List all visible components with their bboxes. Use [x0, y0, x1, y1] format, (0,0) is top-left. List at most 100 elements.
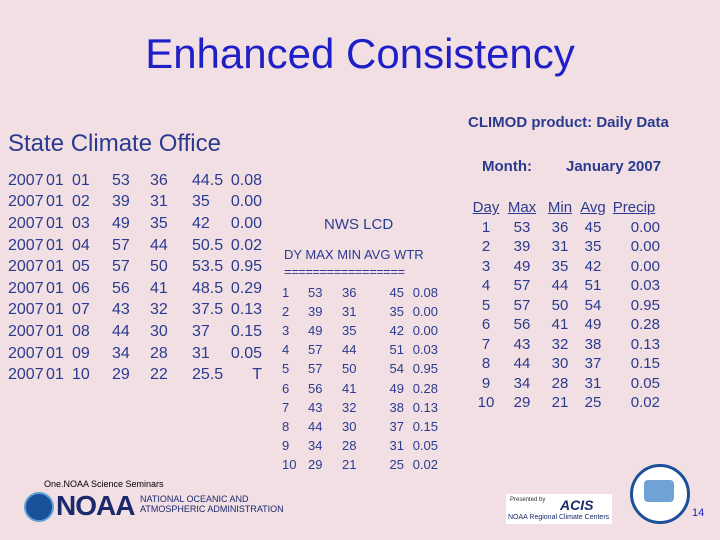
table-cell: 0.03	[412, 342, 438, 358]
table-cell: 10	[282, 456, 297, 472]
noaa-seal-icon	[24, 492, 54, 522]
table-cell: 54	[389, 361, 404, 377]
table-row: 8 44 30 37 0.15	[470, 354, 660, 374]
table-cell: 0.13	[630, 335, 660, 353]
table-cell: 0.95	[230, 258, 262, 276]
table-cell: 32	[150, 301, 168, 319]
table-cell: 35	[192, 193, 210, 211]
table-cell: 7	[282, 399, 290, 415]
table-cell: 05	[72, 258, 90, 276]
table-cell: 38	[584, 335, 602, 353]
table-row: 3 49 35 42 0.00	[470, 257, 660, 277]
table-cell: 0.00	[630, 238, 660, 256]
table-cell: 0.15	[230, 322, 262, 340]
table-cell: 0.28	[630, 316, 660, 334]
table-cell: 08	[72, 322, 90, 340]
table-cell: 51	[389, 342, 404, 358]
table-row: 10 29 21 25 0.02	[282, 455, 438, 474]
table-cell: 01	[46, 301, 64, 319]
table-row: 6 56 41 49 0.28	[470, 315, 660, 335]
table-cell: 6	[481, 316, 491, 334]
table-cell: 0.15	[412, 418, 438, 434]
table-row: 1 53 36 45 0.08	[282, 283, 438, 302]
table-cell: 2	[282, 304, 290, 320]
table-cell: 21	[551, 394, 569, 412]
table-cell: 01	[46, 193, 64, 211]
table-cell: 0.28	[412, 380, 438, 396]
table-row: 2007 01 01 53 36 44.5 0.08	[8, 170, 262, 192]
table-cell: 44	[513, 355, 531, 373]
table-cell: 49	[584, 316, 602, 334]
table-cell: 42	[192, 214, 210, 232]
table-cell: 43	[513, 335, 531, 353]
table-row: 2 39 31 35 0.00	[470, 237, 660, 257]
table-cell: 39	[112, 193, 130, 211]
table-cell: 44	[150, 236, 168, 254]
table-cell: 34	[308, 437, 323, 453]
page-title: Enhanced Consistency	[145, 30, 575, 77]
table-row: 2007 01 08 44 30 37 0.15	[8, 321, 262, 343]
table-row: 6 56 41 49 0.28	[282, 378, 438, 397]
table-row: 1 53 36 45 0.00	[470, 218, 660, 238]
table-cell: 01	[46, 279, 64, 297]
table-cell: 49	[513, 257, 531, 275]
table-cell: 2007	[8, 322, 44, 340]
table-cell: 49	[112, 214, 130, 232]
table-cell: 37	[389, 418, 404, 434]
table-cell: 57	[308, 361, 323, 377]
table-cell: 10	[72, 366, 90, 384]
table-cell: 50.5	[192, 236, 224, 254]
table-cell: 3	[481, 257, 491, 275]
table-cell: 53	[308, 285, 323, 301]
acis-centers-label: NOAA Regional Climate Centers	[508, 514, 610, 521]
state-climate-office-title: State Climate Office	[8, 130, 221, 157]
climod-column-header: Max	[507, 199, 537, 217]
table-row: 2007 01 10 29 22 25.5 T	[8, 364, 262, 386]
table-cell: 5	[481, 296, 491, 314]
table-cell: 01	[46, 214, 64, 232]
table-cell: 2007	[8, 193, 44, 211]
climod-column-header: Day	[472, 199, 500, 217]
table-cell: 01	[46, 344, 64, 362]
table-cell: 2007	[8, 171, 44, 189]
table-cell: 2007	[8, 279, 44, 297]
table-cell: 29	[112, 366, 130, 384]
table-cell: 54	[584, 296, 602, 314]
noaa-name-line1: NATIONAL OCEANIC AND	[140, 494, 249, 504]
table-cell: 45	[389, 285, 404, 301]
table-cell: 38	[389, 399, 404, 415]
table-row: 2 39 31 35 0.00	[282, 302, 438, 321]
table-cell: 0.03	[630, 277, 660, 295]
table-cell: 01	[46, 171, 64, 189]
table-cell: 0.00	[630, 218, 660, 236]
table-row: 4 57 44 51 0.03	[282, 340, 438, 359]
table-cell: 39	[513, 238, 531, 256]
table-cell: 2007	[8, 214, 44, 232]
table-cell: 57	[513, 296, 531, 314]
climod-title: CLIMOD product: Daily Data	[468, 114, 669, 131]
table-cell: 01	[46, 322, 64, 340]
table-cell: 22	[150, 366, 168, 384]
table-row: 9 34 28 31 0.05	[282, 436, 438, 455]
table-cell: 0.13	[230, 301, 262, 319]
table-cell: 41	[551, 316, 569, 334]
table-cell: 28	[150, 344, 168, 362]
table-row: 4 57 44 51 0.03	[470, 276, 660, 296]
table-cell: 31	[584, 374, 602, 392]
table-cell: 31	[342, 304, 357, 320]
table-cell: 57	[308, 342, 323, 358]
table-cell: 0.00	[230, 214, 262, 232]
table-cell: 2007	[8, 236, 44, 254]
table-cell: 0.02	[630, 394, 660, 412]
table-cell: 07	[72, 301, 90, 319]
climod-column-header: Precip	[612, 199, 656, 217]
table-cell: 31	[192, 344, 210, 362]
table-cell: 34	[513, 374, 531, 392]
table-row: 2007 01 04 57 44 50.5 0.02	[8, 235, 262, 257]
table-cell: 2007	[8, 366, 44, 384]
table-cell: 29	[513, 394, 531, 412]
table-cell: 4	[282, 342, 290, 358]
table-cell: 0.08	[412, 285, 438, 301]
acis-logo-text: ACIS	[560, 497, 594, 513]
table-cell: 5	[282, 361, 290, 377]
